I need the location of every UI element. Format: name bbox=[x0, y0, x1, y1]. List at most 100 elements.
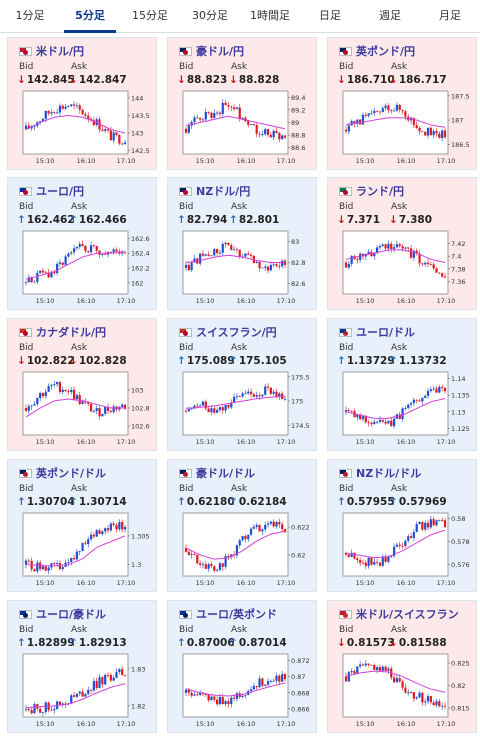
rate-card[interactable]: ユーロ/英ポンド Bid ↑0.87006 Ask ↑0.87014 0.872 0.87 0… bbox=[167, 600, 317, 733]
rate-card[interactable]: 米ドル/スイスフラン Bid ↓0.81573 Ask ↓0.81588 0.825 0.8… bbox=[327, 600, 477, 733]
ask-price: ↑1.13732 bbox=[389, 355, 447, 367]
price-chart[interactable]: 187.5 187 186.5 15:10 16:10 17:10 bbox=[335, 89, 475, 169]
currency-flag-icon bbox=[19, 187, 32, 196]
x-tick-label: 17:10 bbox=[277, 157, 296, 165]
ask-price: ↑1.30714 bbox=[69, 496, 127, 508]
price-chart[interactable]: 0.58 0.578 0.576 15:10 16:10 17:10 bbox=[335, 511, 475, 591]
price-chart[interactable]: 103 102.8 102.6 15:10 16:10 17:10 bbox=[15, 370, 155, 450]
arrow-down-icon: ↓ bbox=[69, 74, 78, 86]
y-tick-label: 143 bbox=[131, 130, 143, 138]
currency-pair-name[interactable]: ランド/円 bbox=[356, 185, 405, 198]
price-chart[interactable]: 0.872 0.87 0.868 0.866 15:10 16:10 17:10 bbox=[175, 652, 315, 732]
moving-average-line bbox=[185, 682, 286, 697]
y-tick-label: 0.82 bbox=[451, 682, 465, 690]
currency-pair-name[interactable]: ユーロ/豪ドル bbox=[36, 608, 107, 621]
rate-card[interactable]: NZドル/円 Bid ↑82.794 Ask ↑82.801 83 82.8 82.6 15:1… bbox=[167, 177, 317, 310]
currency-pair-name[interactable]: 英ポンド/ドル bbox=[36, 467, 107, 480]
rate-card[interactable]: カナダドル/円 Bid ↓102.822 Ask ↓102.828 103 102.8 102… bbox=[7, 318, 157, 451]
arrow-up-icon: ↑ bbox=[69, 637, 78, 649]
currency-pair-name[interactable]: NZドル/円 bbox=[196, 185, 251, 198]
currency-pair-name[interactable]: ユーロ/英ポンド bbox=[196, 608, 278, 621]
y-tick-label: 0.825 bbox=[451, 660, 470, 668]
price-chart[interactable]: 1.305 1.3 15:10 16:10 17:10 bbox=[15, 511, 155, 591]
price-chart[interactable]: 144 143.5 143 142.5 15:10 16:10 17:10 bbox=[15, 89, 155, 169]
bid-price: ↓102.822 bbox=[17, 355, 75, 367]
bid-price-value: 0.81573 bbox=[346, 637, 395, 649]
y-tick-label: 175.5 bbox=[291, 373, 310, 381]
price-chart[interactable]: 1.14 1.135 1.13 1.125 15:10 16:10 17:10 bbox=[335, 370, 475, 450]
rate-card[interactable]: NZドル/ドル Bid ↑0.57955 Ask ↑0.57969 0.58 0.578 0.… bbox=[327, 459, 477, 592]
bid-price: ↑0.57955 bbox=[337, 496, 395, 508]
y-tick-label: 187.5 bbox=[451, 92, 470, 100]
ask-price: ↓7.380 bbox=[389, 214, 432, 226]
x-tick-label: 17:10 bbox=[277, 297, 296, 305]
bid-price: ↓142.845 bbox=[17, 74, 75, 86]
y-tick-label: 162 bbox=[131, 279, 143, 287]
currency-pair-name[interactable]: ユーロ/ドル bbox=[356, 326, 416, 339]
currency-pair-name[interactable]: 豪ドル/ドル bbox=[196, 467, 256, 480]
currency-pair-name[interactable]: 豪ドル/円 bbox=[196, 45, 245, 58]
rate-card[interactable]: ランド/円 Bid ↓7.371 Ask ↓7.380 7.42 7.4 7.38 7.36 15… bbox=[327, 177, 477, 310]
tab-8[interactable]: 月足 bbox=[439, 9, 461, 22]
currency-pair-name[interactable]: 英ポンド/円 bbox=[356, 45, 416, 58]
ask-price-value: 7.380 bbox=[398, 214, 433, 226]
x-tick-label: 16:10 bbox=[77, 157, 96, 165]
y-tick-label: 1.13 bbox=[451, 408, 465, 416]
rate-card[interactable]: ユーロ/豪ドル Bid ↑1.82899 Ask ↑1.82913 1.83 1.82 15:… bbox=[7, 600, 157, 733]
rate-card[interactable]: 豪ドル/円 Bid ↓88.823 Ask ↓88.828 89.4 89.2 89 88.8 8… bbox=[167, 37, 317, 170]
bid-label: Bid bbox=[19, 202, 34, 212]
rate-card[interactable]: 豪ドル/ドル Bid ↑0.62180 Ask ↑0.62184 0.622 0.62 15:… bbox=[167, 459, 317, 592]
rate-card[interactable]: スイスフラン/円 Bid ↑175.089 Ask ↑175.105 175.5 175 17… bbox=[167, 318, 317, 451]
currency-pair-name[interactable]: 米ドル/円 bbox=[36, 45, 85, 58]
tab-7[interactable]: 週足 bbox=[379, 9, 401, 22]
ask-price-value: 82.801 bbox=[238, 214, 280, 226]
x-tick-label: 17:10 bbox=[117, 157, 136, 165]
ask-price-value: 1.82913 bbox=[78, 637, 127, 649]
ask-price: ↑162.466 bbox=[69, 214, 127, 226]
bid-label: Bid bbox=[19, 625, 34, 635]
bid-price-value: 88.823 bbox=[186, 74, 228, 86]
rate-card[interactable]: 英ポンド/円 Bid ↓186.710 Ask ↓186.717 187.5 187 186.… bbox=[327, 37, 477, 170]
price-chart[interactable]: 1.83 1.82 15:10 16:10 17:10 bbox=[15, 652, 155, 732]
ask-price-value: 142.847 bbox=[78, 74, 127, 86]
tab-1[interactable]: 1分足 bbox=[15, 9, 45, 22]
price-chart[interactable]: 162.6 162.4 162.2 162 15:10 16:10 17:10 bbox=[15, 229, 155, 309]
price-chart[interactable]: 7.42 7.4 7.38 7.36 15:10 16:10 17:10 bbox=[335, 229, 475, 309]
currency-pair-name[interactable]: NZドル/ドル bbox=[356, 467, 422, 480]
bid-label: Bid bbox=[339, 343, 354, 353]
price-chart[interactable]: 0.825 0.82 0.815 15:10 16:10 17:10 bbox=[335, 652, 475, 732]
ask-label: Ask bbox=[231, 343, 248, 353]
tab-6[interactable]: 日足 bbox=[319, 9, 341, 22]
bid-price-value: 102.822 bbox=[26, 355, 75, 367]
moving-average-line bbox=[185, 115, 286, 130]
rate-card[interactable]: 米ドル/円 Bid ↓142.845 Ask ↓142.847 144 143.5 143 14… bbox=[7, 37, 157, 170]
bid-price: ↑162.462 bbox=[17, 214, 75, 226]
y-tick-label: 0.866 bbox=[291, 705, 310, 713]
arrow-up-icon: ↑ bbox=[229, 637, 238, 649]
arrow-up-icon: ↑ bbox=[177, 637, 186, 649]
arrow-up-icon: ↑ bbox=[229, 355, 238, 367]
rate-card[interactable]: ユーロ/ドル Bid ↑1.13729 Ask ↑1.13732 1.14 1.135 1.1… bbox=[327, 318, 477, 451]
currency-pair-name[interactable]: ユーロ/円 bbox=[36, 185, 85, 198]
tab-3[interactable]: 15分足 bbox=[132, 9, 168, 22]
tab-4[interactable]: 30分足 bbox=[192, 9, 228, 22]
price-chart[interactable]: 83 82.8 82.6 15:10 16:10 17:10 bbox=[175, 229, 315, 309]
bid-price-value: 0.57955 bbox=[346, 496, 395, 508]
currency-pair-name[interactable]: カナダドル/円 bbox=[36, 326, 107, 339]
rate-card[interactable]: 英ポンド/ドル Bid ↑1.30704 Ask ↑1.30714 1.305 1.3 15:… bbox=[7, 459, 157, 592]
arrow-up-icon: ↑ bbox=[177, 355, 186, 367]
tab-5[interactable]: 1時間足 bbox=[250, 9, 290, 22]
arrow-down-icon: ↓ bbox=[389, 74, 398, 86]
bid-price-value: 142.845 bbox=[26, 74, 75, 86]
price-chart[interactable]: 89.4 89.2 89 88.8 88.6 15:10 16:10 17:10 bbox=[175, 89, 315, 169]
y-tick-label: 7.36 bbox=[451, 278, 465, 286]
price-chart[interactable]: 175.5 175 174.5 15:10 16:10 17:10 bbox=[175, 370, 315, 450]
bid-price-value: 0.87006 bbox=[186, 637, 235, 649]
price-chart[interactable]: 0.622 0.62 15:10 16:10 17:10 bbox=[175, 511, 315, 591]
currency-pair-name[interactable]: スイスフラン/円 bbox=[196, 326, 277, 339]
y-tick-label: 1.82 bbox=[131, 702, 145, 710]
tab-2[interactable]: 5分足 bbox=[60, 0, 120, 33]
x-tick-label: 17:10 bbox=[437, 579, 456, 587]
currency-pair-name[interactable]: 米ドル/スイスフラン bbox=[356, 608, 459, 621]
rate-card[interactable]: ユーロ/円 Bid ↑162.462 Ask ↑162.466 162.6 162.4 162… bbox=[7, 177, 157, 310]
